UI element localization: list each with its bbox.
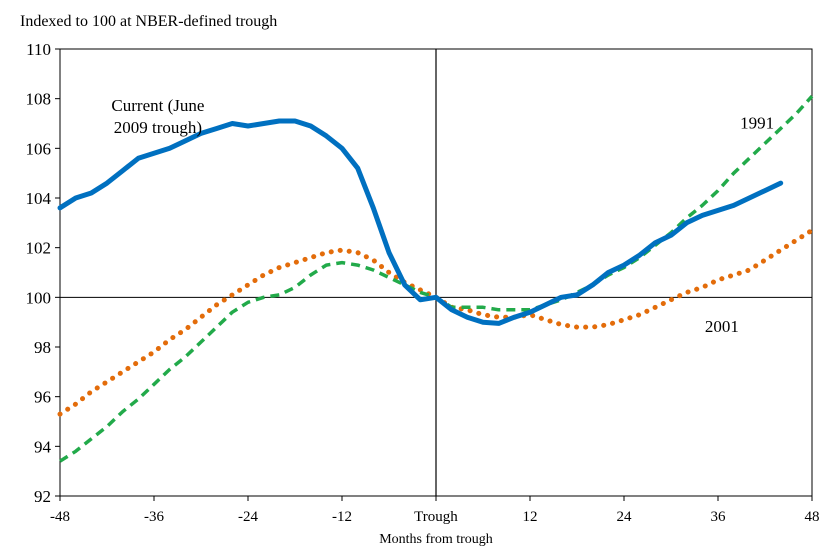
- x-tick-label: 12: [523, 509, 538, 525]
- y-tick-label: 102: [26, 239, 52, 258]
- series-labels: Current (June 2009 trough) 1991 2001: [111, 96, 774, 336]
- series-label-1991: 1991: [740, 113, 774, 132]
- series-label-line: 2001: [705, 317, 739, 336]
- y-tick-label: 96: [34, 388, 51, 407]
- series-label-line: 2009 trough): [114, 118, 202, 137]
- y-tick-label: 104: [26, 189, 52, 208]
- series-group: [57, 95, 815, 463]
- chart-subtitle: Indexed to 100 at NBER-defined trough: [20, 13, 277, 30]
- x-axis: -48 -36 -24 -12 Trough 12 24 36 48: [50, 496, 820, 525]
- x-tick-label: 36: [711, 509, 727, 525]
- plot-area: 92 94 96 98 100 102 104 106 108 110 -48 -36 -24 -12 T…: [26, 40, 820, 525]
- series-line-current: [57, 118, 784, 326]
- series-label-2001: 2001: [705, 317, 739, 336]
- y-tick-label: 92: [34, 487, 51, 506]
- y-tick-label: 94: [34, 437, 52, 456]
- x-tick-label: -24: [238, 509, 258, 525]
- series-label-current: Current (June 2009 trough): [111, 96, 204, 137]
- y-tick-label: 110: [26, 40, 51, 59]
- x-tick-label: -36: [144, 509, 164, 525]
- x-tick-label: 48: [805, 509, 820, 525]
- x-tick-label: Trough: [414, 509, 458, 525]
- series-label-line: Current (June: [111, 96, 204, 115]
- x-axis-label: Months from trough: [379, 532, 493, 546]
- y-axis: 92 94 96 98 100 102 104 106 108 110: [26, 40, 60, 506]
- y-tick-label: 100: [26, 288, 52, 307]
- x-tick-label: -12: [332, 509, 352, 525]
- series-label-line: 1991: [740, 113, 774, 132]
- x-tick-label: 24: [617, 509, 633, 525]
- y-tick-label: 108: [26, 90, 52, 109]
- y-tick-label: 106: [26, 139, 52, 158]
- x-tick-label: -48: [50, 509, 70, 525]
- y-tick-label: 98: [34, 338, 51, 357]
